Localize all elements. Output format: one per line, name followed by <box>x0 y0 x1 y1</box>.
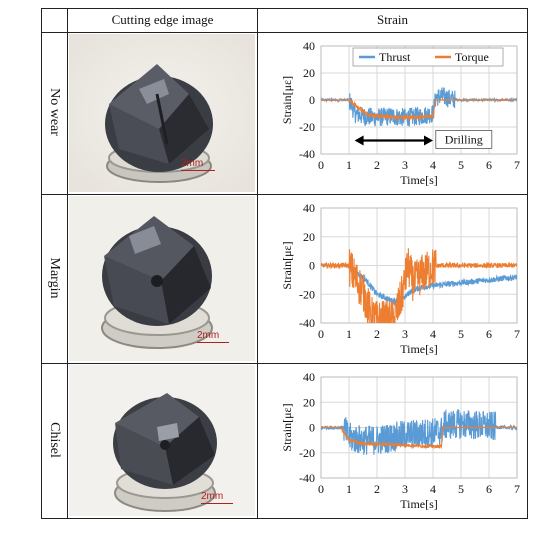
x-tick-label: 6 <box>486 482 492 496</box>
row-label-margin: Margin <box>47 257 62 299</box>
y-tick-label: 40 <box>303 370 315 384</box>
x-tick-label: 7 <box>514 158 520 172</box>
table-column-divider <box>257 8 258 519</box>
y-tick-label: 0 <box>309 93 315 107</box>
y-tick-label: 20 <box>303 395 315 409</box>
x-axis-label: Time[s] <box>400 173 438 187</box>
x-tick-label: 7 <box>514 482 520 496</box>
x-tick-label: 1 <box>346 158 352 172</box>
x-tick-label: 2 <box>374 158 380 172</box>
y-tick-label: -20 <box>299 120 315 134</box>
scale-label: 2mm <box>197 330 220 341</box>
y-axis-label: Strain[με] <box>280 241 294 289</box>
drill-photo-chisel <box>69 365 255 516</box>
arrow-head-right <box>424 135 433 146</box>
x-tick-label: 2 <box>374 327 380 341</box>
scale-bar-no-wear: 2mm <box>181 158 215 171</box>
column-header-image: Cutting edge image <box>111 12 214 27</box>
y-axis-label: Strain[με] <box>280 76 294 124</box>
scale-bar-margin: 2mm <box>197 330 229 343</box>
x-tick-label: 0 <box>318 482 324 496</box>
y-tick-label: -20 <box>299 446 315 460</box>
series-line-torque <box>321 98 517 122</box>
table-border-right <box>527 8 528 519</box>
y-tick-label: 20 <box>303 230 315 244</box>
y-tick-label: 0 <box>309 259 315 273</box>
y-tick-label: 0 <box>309 421 315 435</box>
y-tick-label: -40 <box>299 316 315 330</box>
y-tick-label: -20 <box>299 287 315 301</box>
scale-bar-chisel: 2mm <box>201 491 233 504</box>
x-tick-label: 7 <box>514 327 520 341</box>
x-tick-label: 3 <box>402 327 408 341</box>
y-tick-label: -40 <box>299 471 315 485</box>
y-tick-label: -40 <box>299 147 315 161</box>
table-row-divider <box>41 194 528 195</box>
series-line-torque <box>321 248 517 323</box>
y-tick-label: 40 <box>303 201 315 215</box>
x-axis-label: Time[s] <box>400 342 438 356</box>
figure-table: Cutting edge image Strain No wear Margin… <box>41 8 528 519</box>
x-axis-label: Time[s] <box>400 497 438 511</box>
series-line-torque <box>321 425 517 450</box>
x-tick-label: 5 <box>458 327 464 341</box>
annotation-box <box>435 130 493 149</box>
series-line-thrust <box>321 87 517 127</box>
x-tick-label: 0 <box>318 327 324 341</box>
x-tick-label: 3 <box>402 158 408 172</box>
x-tick-label: 4 <box>430 482 436 496</box>
table-label-divider <box>67 8 68 519</box>
table-border-bottom <box>41 518 528 519</box>
table-border-left <box>41 8 42 519</box>
arrow-head-left <box>354 135 364 146</box>
table-row-divider <box>41 363 528 364</box>
y-tick-label: 40 <box>303 39 315 53</box>
x-tick-label: 4 <box>430 327 436 341</box>
x-tick-label: 2 <box>374 482 380 496</box>
x-tick-label: 1 <box>346 327 352 341</box>
y-axis-label: Strain[με] <box>280 403 294 451</box>
x-tick-label: 6 <box>486 158 492 172</box>
row-label-no-wear: No wear <box>47 88 62 136</box>
x-tick-label: 3 <box>402 482 408 496</box>
legend-label: Thrust <box>379 50 411 64</box>
table-header-divider <box>41 32 528 33</box>
legend-label: Torque <box>455 50 489 64</box>
scale-label: 2mm <box>201 491 224 502</box>
figure-caption <box>0 525 548 539</box>
x-tick-label: 5 <box>458 158 464 172</box>
column-header-strain: Strain <box>376 12 409 27</box>
x-tick-label: 6 <box>486 327 492 341</box>
row-label-chisel: Chisel <box>47 422 62 458</box>
drill-photo-margin <box>69 196 255 361</box>
scale-label: 2mm <box>181 158 204 169</box>
chart-legend: Thrust Torque <box>352 47 504 67</box>
table-border-top <box>41 8 528 9</box>
series-line-thrust <box>321 408 517 455</box>
x-tick-label: 4 <box>430 158 436 172</box>
x-tick-label: 0 <box>318 158 324 172</box>
annotation-drilling: Drilling <box>445 132 483 146</box>
x-tick-label: 5 <box>458 482 464 496</box>
y-tick-label: 20 <box>303 66 315 80</box>
drill-photo-no-wear <box>69 34 255 192</box>
x-tick-label: 1 <box>346 482 352 496</box>
